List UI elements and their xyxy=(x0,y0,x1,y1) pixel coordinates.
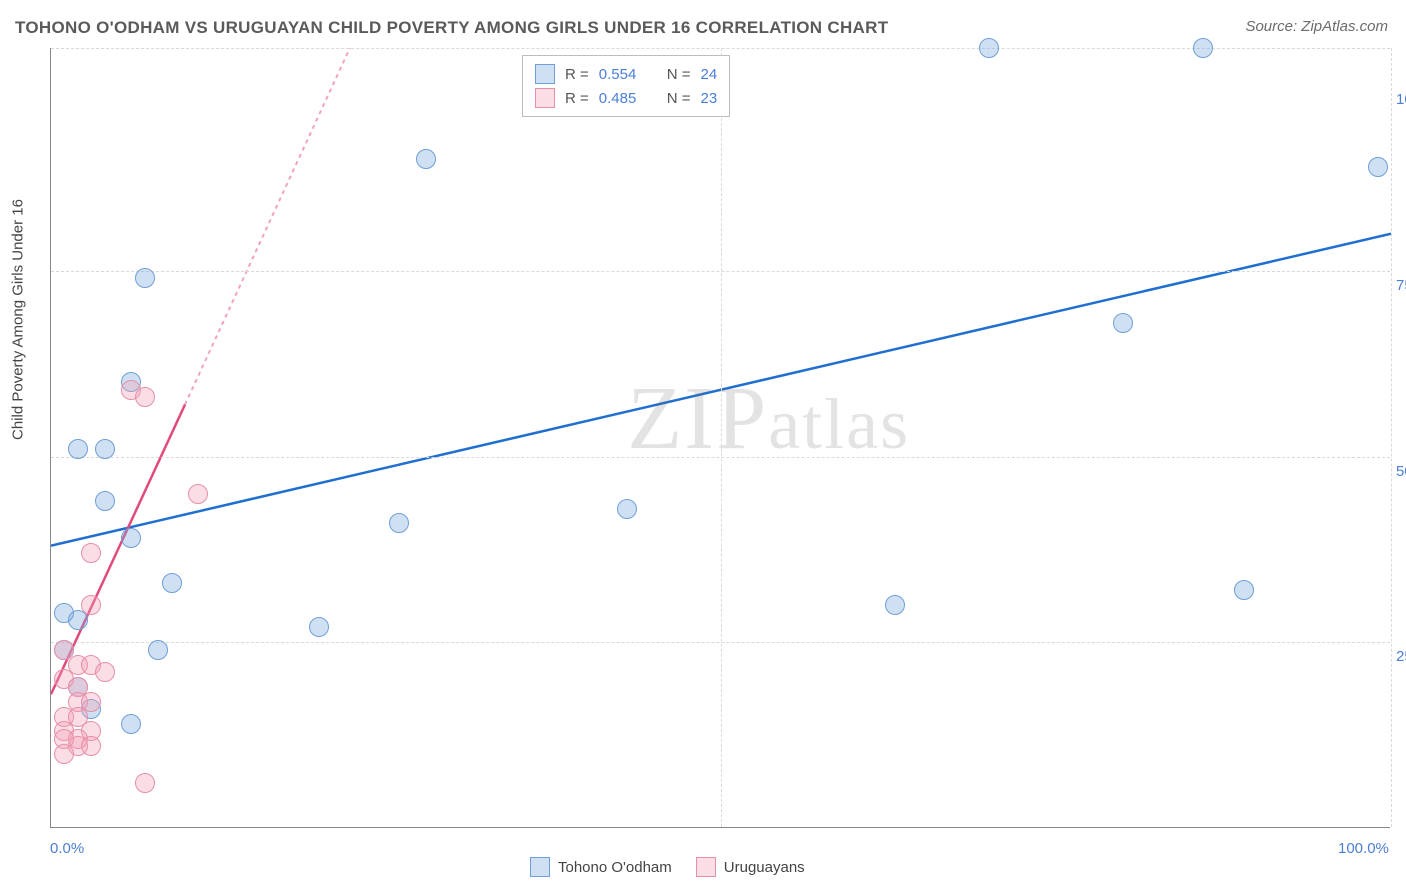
x-tick-label: 100.0% xyxy=(1338,840,1389,857)
data-point xyxy=(135,268,155,288)
data-point xyxy=(68,439,88,459)
data-point xyxy=(95,439,115,459)
legend-series-item: Uruguayans xyxy=(696,857,805,877)
r-value: 0.554 xyxy=(599,66,649,83)
legend-series-item: Tohono O'odham xyxy=(530,857,672,877)
y-tick-label: 25.0% xyxy=(1396,648,1406,665)
chart-title: TOHONO O'ODHAM VS URUGUAYAN CHILD POVERT… xyxy=(15,18,888,38)
n-label: N = xyxy=(667,90,691,107)
data-point xyxy=(121,528,141,548)
data-point xyxy=(95,662,115,682)
plot-area: ZIPatlas 25.0%50.0%75.0%100.0% xyxy=(50,48,1390,828)
data-point xyxy=(389,513,409,533)
r-label: R = xyxy=(565,66,589,83)
legend-swatch xyxy=(535,88,555,108)
n-value: 24 xyxy=(701,66,718,83)
y-axis-title: Child Poverty Among Girls Under 16 xyxy=(10,199,27,440)
n-label: N = xyxy=(667,66,691,83)
data-point xyxy=(979,38,999,58)
data-point xyxy=(81,736,101,756)
data-point xyxy=(1113,313,1133,333)
y-tick-label: 50.0% xyxy=(1396,463,1406,480)
legend-correlation-row: R = 0.554 N = 24 xyxy=(535,62,717,86)
legend-swatch xyxy=(535,64,555,84)
legend-series-label: Tohono O'odham xyxy=(558,859,672,876)
trend-line-extension xyxy=(185,48,350,405)
data-point xyxy=(54,744,74,764)
data-point xyxy=(1193,38,1213,58)
data-point xyxy=(416,149,436,169)
y-tick-label: 100.0% xyxy=(1396,91,1406,108)
chart-container: TOHONO O'ODHAM VS URUGUAYAN CHILD POVERT… xyxy=(0,0,1406,892)
data-point xyxy=(1368,157,1388,177)
watermark: ZIPatlas xyxy=(627,367,910,470)
data-point xyxy=(121,714,141,734)
data-point xyxy=(162,573,182,593)
data-point xyxy=(309,617,329,637)
r-value: 0.485 xyxy=(599,90,649,107)
data-point xyxy=(1234,580,1254,600)
legend-series: Tohono O'odham Uruguayans xyxy=(530,857,805,877)
source-attribution: Source: ZipAtlas.com xyxy=(1245,18,1388,35)
legend-swatch xyxy=(696,857,716,877)
data-point xyxy=(617,499,637,519)
n-value: 23 xyxy=(701,90,718,107)
legend-correlation-box: R = 0.554 N = 24 R = 0.485 N = 23 xyxy=(522,55,730,117)
gridline-vertical xyxy=(1391,48,1392,827)
data-point xyxy=(81,595,101,615)
legend-swatch xyxy=(530,857,550,877)
x-tick-label: 0.0% xyxy=(50,840,84,857)
y-tick-label: 75.0% xyxy=(1396,277,1406,294)
r-label: R = xyxy=(565,90,589,107)
legend-correlation-row: R = 0.485 N = 23 xyxy=(535,86,717,110)
data-point xyxy=(135,773,155,793)
data-point xyxy=(135,387,155,407)
legend-series-label: Uruguayans xyxy=(724,859,805,876)
data-point xyxy=(81,543,101,563)
gridline-vertical xyxy=(721,48,722,827)
data-point xyxy=(188,484,208,504)
data-point xyxy=(95,491,115,511)
data-point xyxy=(148,640,168,660)
data-point xyxy=(885,595,905,615)
